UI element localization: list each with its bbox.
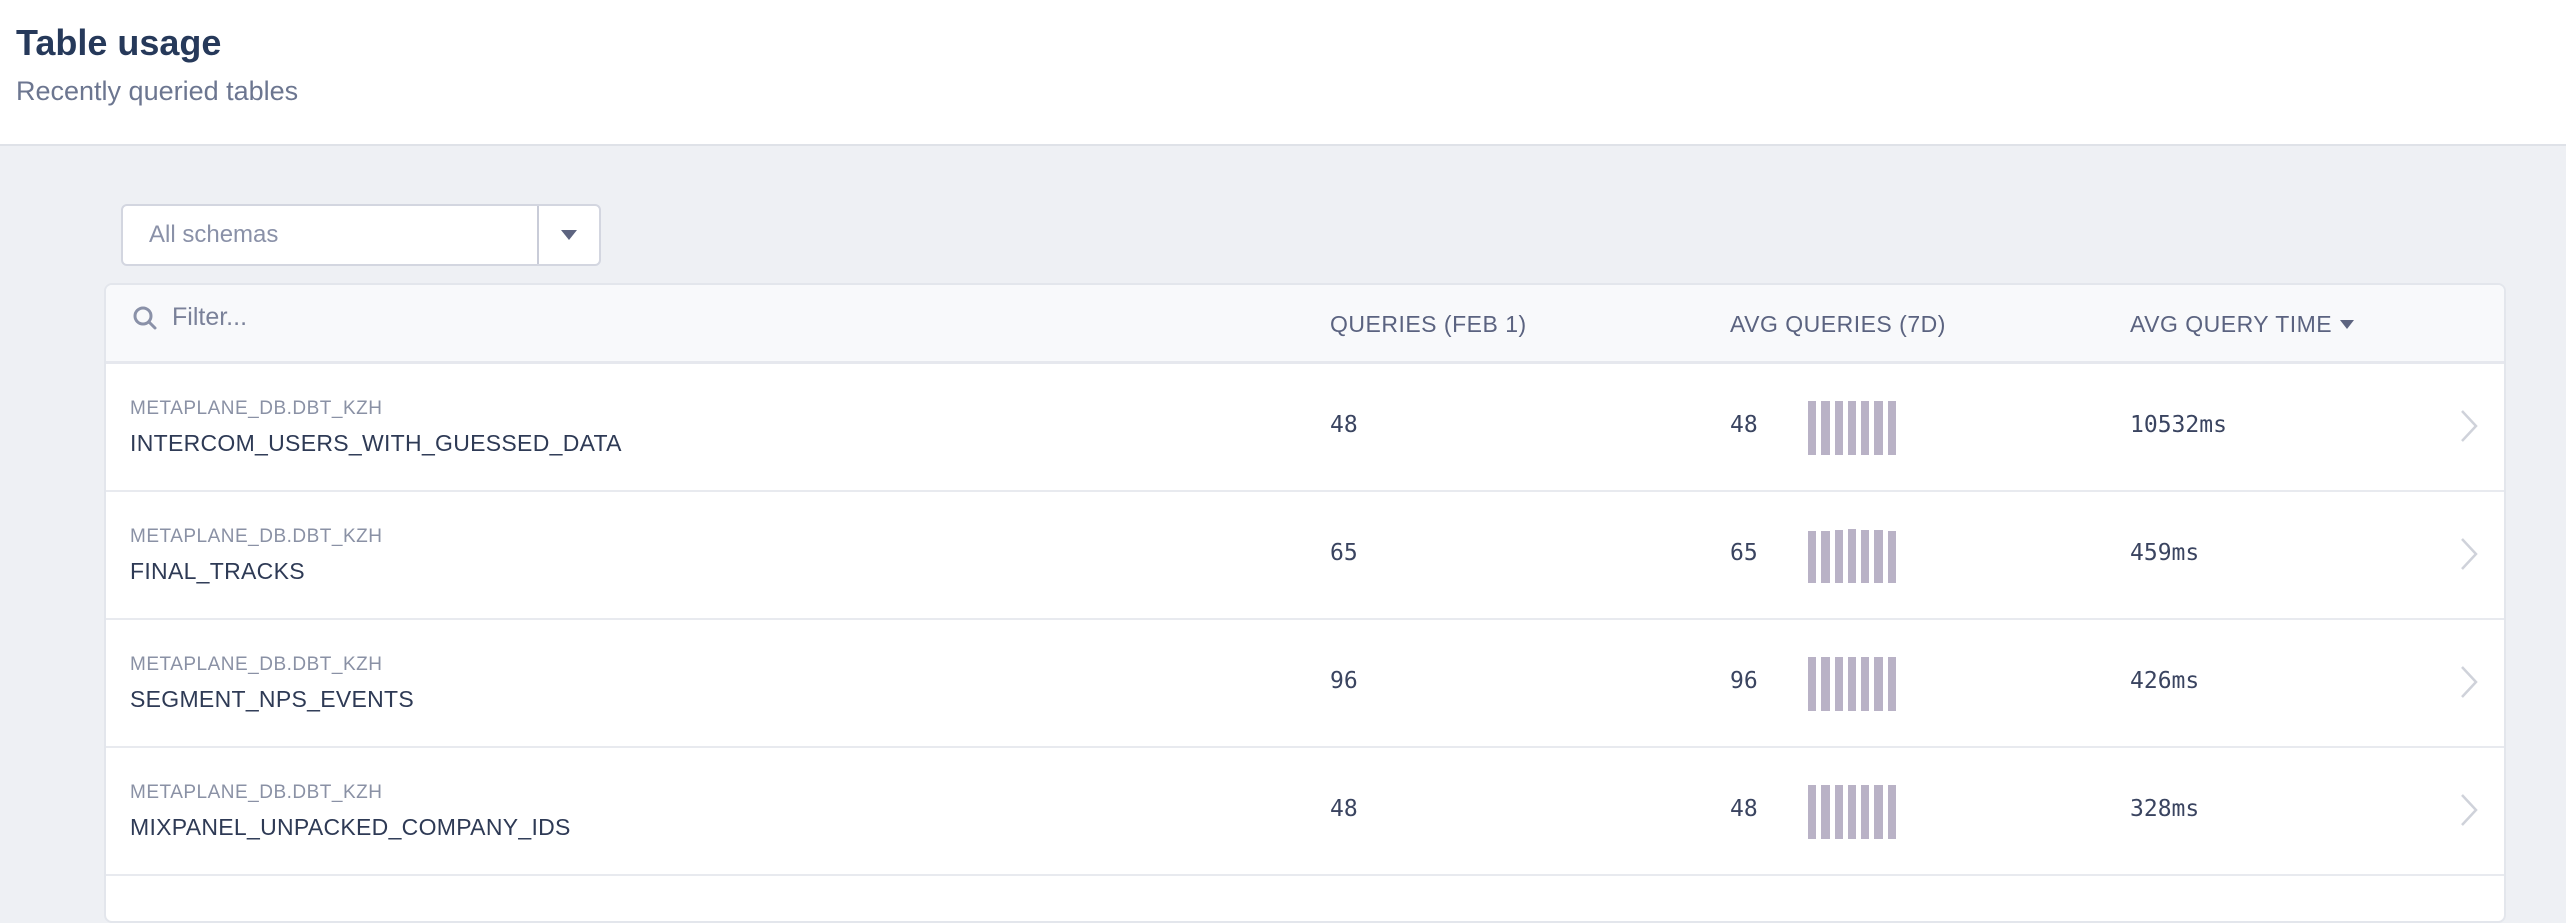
caret-down-icon [561, 230, 577, 240]
page-title: Table usage [16, 22, 222, 63]
row-table-name[interactable]: FINAL_TRACKS [130, 558, 305, 584]
row-avg-queries: 65 [1730, 540, 1758, 566]
table-header: QUERIES (FEB 1) AVG QUERIES (7D) AVG QUE… [106, 285, 2504, 364]
row-avg-query-time: 328ms [2130, 796, 2200, 822]
sparkline-bar [1808, 785, 1817, 839]
chevron-right-icon[interactable] [2458, 664, 2480, 700]
sparkline-bar [1874, 657, 1883, 711]
filter-field[interactable] [132, 303, 672, 332]
row-sparkline [1808, 401, 1896, 455]
table-row[interactable]: METAPLANE_DB.DBT_KZH FINAL_TRACKS 65 65 … [106, 492, 2504, 620]
row-avg-query-time: 426ms [2130, 668, 2200, 694]
filter-input[interactable] [172, 303, 672, 332]
sparkline-bar [1847, 785, 1857, 839]
row-table-name[interactable]: SEGMENT_NPS_EVENTS [130, 686, 415, 712]
row-schema: METAPLANE_DB.DBT_KZH [130, 398, 383, 419]
row-avg-queries: 48 [1730, 796, 1758, 822]
sparkline-bar [1861, 529, 1870, 583]
sparkline-bar [1861, 657, 1870, 711]
row-avg-queries: 48 [1730, 412, 1758, 438]
sparkline-bar [1887, 785, 1896, 839]
sparkline-bar [1847, 529, 1857, 583]
table-row[interactable]: METAPLANE_DB.DBT_KZH MIXPANEL_UNPACKED_C… [106, 748, 2504, 876]
sparkline-bar [1821, 657, 1830, 711]
row-sparkline [1808, 785, 1896, 839]
column-header-queries[interactable]: QUERIES (FEB 1) [1330, 311, 1527, 337]
row-queries: 65 [1330, 540, 1358, 566]
search-icon [133, 306, 157, 329]
sort-desc-icon [2340, 320, 2355, 329]
sparkline-bar [1874, 529, 1883, 583]
row-schema: METAPLANE_DB.DBT_KZH [130, 526, 383, 547]
page-subtitle: Recently queried tables [16, 76, 299, 106]
row-table-name[interactable]: INTERCOM_USERS_WITH_GUESSED_DATA [130, 430, 622, 456]
sparkline-bar [1847, 657, 1857, 711]
sparkline-bar [1821, 530, 1830, 583]
table-row[interactable]: METAPLANE_DB.DBT_KZH INTERCOM_USERS_WITH… [106, 364, 2504, 492]
column-header-avg-query-time-label: AVG QUERY TIME [2130, 311, 2333, 337]
column-header-avg-queries[interactable]: AVG QUERIES (7D) [1730, 311, 1946, 337]
sparkline-bar [1874, 785, 1883, 839]
row-table-name[interactable]: MIXPANEL_UNPACKED_COMPANY_IDS [130, 814, 571, 840]
row-schema: METAPLANE_DB.DBT_KZH [130, 654, 383, 675]
schema-select[interactable]: All schemas [121, 204, 601, 266]
row-schema: METAPLANE_DB.DBT_KZH [130, 782, 383, 803]
row-queries: 96 [1330, 668, 1358, 694]
row-queries: 48 [1330, 796, 1358, 822]
row-avg-query-time: 10532ms [2130, 412, 2227, 438]
row-queries: 48 [1330, 412, 1358, 438]
row-sparkline [1808, 657, 1896, 711]
sparkline-bar [1834, 529, 1843, 583]
page-header: Table usage Recently queried tables [0, 0, 2566, 146]
schema-select-value[interactable]: All schemas [149, 221, 279, 248]
sparkline-bar [1834, 785, 1843, 839]
sparkline-bar [1847, 401, 1857, 455]
chevron-right-icon[interactable] [2458, 408, 2480, 444]
row-avg-query-time: 459ms [2130, 540, 2200, 566]
sparkline-bar [1821, 785, 1830, 839]
sparkline-bar [1808, 401, 1817, 455]
sparkline-bar [1834, 657, 1843, 711]
sparkline-bar [1887, 657, 1896, 711]
chevron-right-icon[interactable] [2458, 792, 2480, 828]
table-usage-table: QUERIES (FEB 1) AVG QUERIES (7D) AVG QUE… [104, 283, 2506, 923]
sparkline-bar [1834, 401, 1843, 455]
row-sparkline [1808, 529, 1896, 583]
sparkline-bar [1808, 657, 1817, 711]
sparkline-bar [1887, 401, 1896, 455]
sparkline-bar [1874, 401, 1883, 455]
row-avg-queries: 96 [1730, 668, 1758, 694]
sparkline-bar [1887, 530, 1896, 583]
column-header-avg-query-time[interactable]: AVG QUERY TIME [2130, 311, 2355, 338]
sparkline-bar [1821, 401, 1830, 455]
chevron-right-icon[interactable] [2458, 536, 2480, 572]
table-row[interactable]: METAPLANE_DB.DBT_KZH SEGMENT_NPS_EVENTS … [106, 620, 2504, 748]
sparkline-bar [1861, 785, 1870, 839]
sparkline-bar [1861, 401, 1870, 455]
schema-select-toggle[interactable] [537, 206, 599, 264]
sparkline-bar [1808, 530, 1817, 583]
